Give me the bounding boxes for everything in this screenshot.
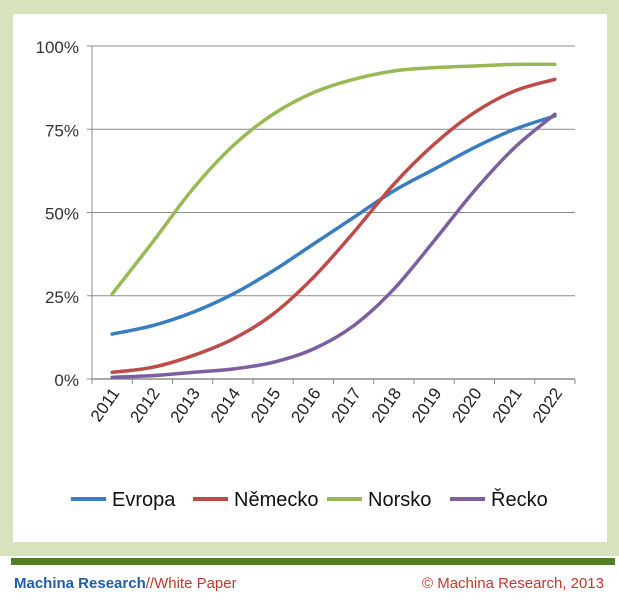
x-tick-label: 2013 [167,384,204,426]
x-tick-label: 2020 [448,384,485,426]
x-tick-label: 2016 [287,384,324,426]
x-tick-label: 2022 [529,384,566,426]
footer-brand: Machina Research//White Paper [14,575,237,592]
document-type: White Paper [154,575,237,592]
copyright-notice: © Machina Research, 2013 [422,575,604,592]
y-tick-label: 0% [54,371,79,390]
series-line-německo [110,77,557,375]
line-chart: 0% 25% 50% 75% 100% 2011 2012 2013 2014 2015 2016… [36,38,576,511]
chart-panel [13,14,607,542]
series-lines [110,62,557,380]
x-tick-label: 2012 [126,384,163,426]
y-tick-label: 100% [36,38,79,57]
y-axis-tick-labels: 0% 25% 50% 75% 100% [36,38,79,390]
x-tick-label: 2017 [328,384,365,426]
legend-label: Řecko [491,488,548,511]
x-tick-label: 2015 [247,384,284,426]
legend-label: Norsko [368,489,431,511]
x-tick-label: 2011 [87,384,124,425]
x-tick-label: 2021 [489,384,526,426]
legend: Evropa Německo Norsko Řecko [71,488,548,511]
x-tick-label: 2018 [368,384,405,426]
x-tick-label: 2019 [408,384,445,426]
series-line-řecko [110,112,557,380]
brand-separator: // [145,575,155,592]
series-line-evropa [110,114,557,336]
x-tick-label: 2014 [207,384,244,426]
legend-label: Německo [234,489,318,511]
y-tick-label: 50% [45,205,79,224]
legend-label: Evropa [112,489,176,511]
y-tick-label: 25% [45,288,79,307]
footer-divider [11,558,615,565]
x-axis-tick-labels: 2011 2012 2013 2014 2015 2016 2017 2018 2019 2020… [87,384,566,426]
gridlines [87,45,576,384]
series-line-norsko [110,62,557,296]
y-tick-label: 75% [45,121,79,140]
brand-name: Machina Research [14,575,146,592]
